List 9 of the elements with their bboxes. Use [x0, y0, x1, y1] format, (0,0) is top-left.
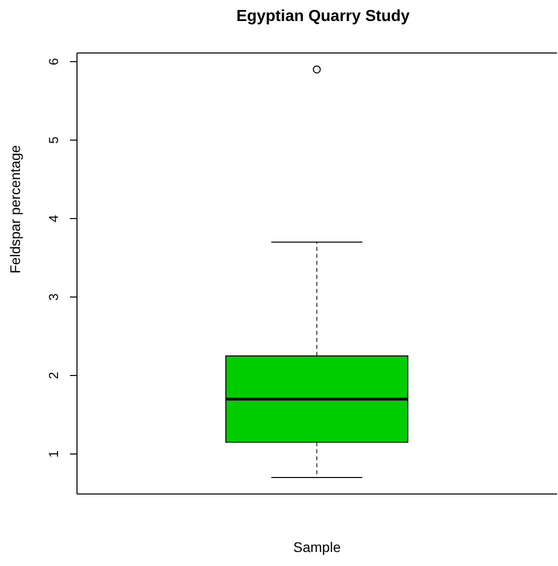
- y-tick-label: 4: [46, 214, 61, 222]
- chart-title: Egyptian Quarry Study: [235, 8, 411, 26]
- y-tick-label: 6: [46, 58, 61, 66]
- y-tick-label: 5: [46, 136, 61, 144]
- y-axis-title: Feldspar percentage: [6, 144, 23, 274]
- y-tick-label: 3: [46, 293, 61, 301]
- y-tick-label: 1: [46, 450, 61, 458]
- y-tick-label: 2: [46, 372, 61, 380]
- x-axis-title: Sample: [293, 539, 341, 555]
